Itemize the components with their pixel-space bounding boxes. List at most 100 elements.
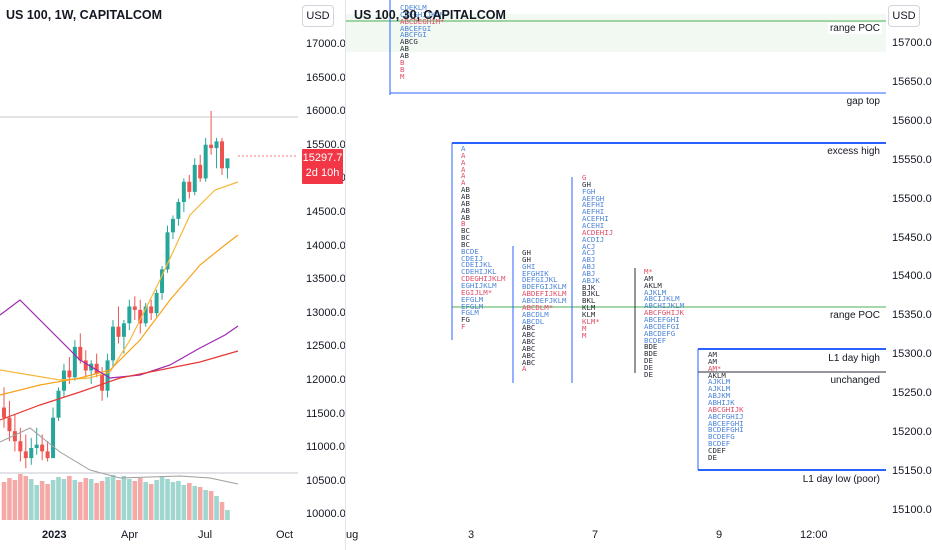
candle-body [209,144,214,149]
candle-body [83,360,88,371]
tpo-row: ABCFGHIJ [708,411,744,421]
tpo-row: ABJ [582,268,596,278]
volume-bar [176,481,181,520]
volume-bar [1,482,7,520]
tpo-row: ABC [522,337,536,347]
tpo-row: ACJ [582,248,596,258]
volume-bar [170,482,176,520]
tpo-row: ABC [522,323,536,333]
weekly-chart-title: US 100, 1W, CAPITALCOM [6,8,163,22]
tpo-row: ABCDEFJKLM [522,295,567,305]
candle-body [149,306,154,314]
tpo-row: AEFHI [582,200,605,210]
price-tick-label: 13500.0 [306,273,345,286]
time-tick-label: Oct [276,529,294,541]
tpo-row: AJKLM [644,287,667,297]
candle-body [154,292,159,314]
candle-body [192,164,197,192]
volume-bar [225,510,230,520]
moving-average-long [0,350,239,421]
tpo-row: CDEIJ [461,253,484,263]
tpo-row: ACDIJ [582,234,605,244]
tpo-row: ABCEFGHI [708,418,744,428]
panel-divider[interactable] [345,0,346,550]
volume-bar [137,478,143,520]
market-profile-panel[interactable]: CDEKLM CDEGHIJKLM ABCDEGHIM* ABCEFGI ABCFGI A… [346,0,932,550]
candle-body [2,407,6,418]
candle-body [132,306,137,310]
tpo-row: CDEHIJKL [461,267,497,277]
tpo-row: AB [400,44,409,54]
volume-bar [154,480,159,520]
weekly-chart-panel[interactable]: US 100, 1W, CAPITALCOM USD 17000.0 16500.… [0,0,345,550]
candle-body [45,451,50,459]
volume-bar [197,487,203,520]
weekly-chart-canvas[interactable] [0,0,345,550]
volume-bar [34,485,39,520]
moving-average-slow [0,299,239,379]
candle-body [143,306,148,324]
currency-button[interactable]: USD [888,5,920,27]
price-tick-label: 14000.0 [306,239,345,252]
volume-bar [67,476,72,520]
candle-body [111,326,115,361]
tpo-row: M [582,330,587,340]
price-tick-label: 13000.0 [306,306,345,319]
tpo-row: BJK [582,282,596,292]
volume-bar [78,482,83,520]
tpo-row: BC [461,233,470,243]
tpo-row: FG [461,315,470,325]
tpo-row: B [400,64,405,74]
tpo-row: ABHIJK [708,397,735,407]
candle-body [18,441,23,452]
candle-body [72,346,77,378]
last-price-badge: 15297.7 2d 10h [302,149,343,184]
candle-body [181,181,186,202]
tpo-row: ABCGHIJK [708,404,744,414]
tpo-row: BCDEF [644,335,667,345]
tpo-row: BC [461,226,470,236]
tpo-row: A [461,150,466,160]
tpo-row: ABC [522,330,536,340]
tpo-row: BDE [644,342,658,352]
level-label: range POC [827,310,882,321]
currency-button[interactable]: USD [302,5,334,27]
tpo-row: CDEF [708,445,726,455]
tpo-row: B [400,57,405,67]
tpo-row: AKLM [708,370,726,380]
price-tick-label: 15200.0 [892,426,932,438]
tpo-row: GHI [522,261,536,271]
tpo-row: ABCDLM [522,309,549,319]
tpo-row: B [461,219,466,229]
price-tick-label: 15550.0 [892,153,932,166]
price-tick-label: 11500.0 [306,407,345,420]
volume-bar [165,479,170,520]
tpo-row: BJKL [582,289,600,299]
candle-body [100,373,105,391]
price-tick-label: 15250.0 [892,387,932,400]
tpo-row: A [461,178,466,188]
candle-body [23,451,28,459]
volume-bar [88,479,94,520]
volume-average-line [0,427,239,485]
price-tick-label: 15500.0 [306,138,345,151]
price-tick-label: 10000.0 [306,508,345,521]
volume-bar [208,491,214,520]
tpo-row: M [582,323,587,333]
tpo-row: EFGLM [461,301,484,311]
market-profile-canvas[interactable] [346,0,932,550]
tpo-row: GH [522,248,531,257]
tpo-row: ABJ [582,255,596,265]
tpo-row: BC [461,239,470,249]
tpo-row: FGH [582,186,596,196]
tpo-row: AB [461,198,470,208]
volume-bar [143,482,148,520]
price-tick-label: 15300.0 [892,348,932,361]
price-tick-label: 10500.0 [306,474,345,487]
time-tick-label: 12:00 [800,529,828,541]
time-tick-label: Apr [121,529,139,541]
volume-bar [121,476,127,520]
tpo-row: GH [582,179,591,189]
candle-body [203,144,208,179]
tpo-row: A [461,157,466,167]
